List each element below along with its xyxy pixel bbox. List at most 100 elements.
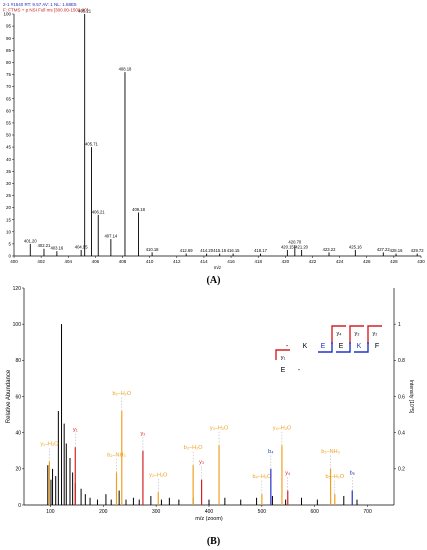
panel-b-annotation-label: y₃ — [199, 460, 204, 466]
panel-b-y-tick-label: 40 — [15, 430, 21, 436]
panel-a-y-tick-label: 50 — [6, 133, 12, 138]
panel-a-x-tick-label: 404 — [65, 259, 73, 264]
panel-a-y-tick-label: 90 — [6, 36, 12, 41]
panel-b-annotation-label: b₅–NH₃ — [321, 449, 340, 455]
panel-a-peak-label: 421.20 — [295, 244, 308, 249]
panel-a-peak-label: 407.14 — [104, 234, 117, 239]
panel-a-peak-label: 416.15 — [227, 248, 240, 253]
panel-a-y-tick-label: 5 — [8, 242, 11, 247]
panel-a-y-tick-label: 10 — [6, 229, 12, 234]
panel-a-peak-label: 429.72 — [411, 248, 424, 253]
y-ion-bracket-label: y₂ — [373, 331, 378, 337]
panel-a-peak-label: 405.21 — [78, 9, 91, 14]
panel-a-peak-label: 418.17 — [254, 248, 267, 253]
y1-bracket — [275, 349, 290, 360]
b-ion-bracket — [354, 342, 369, 353]
panel-a-peak-label: 420.70 — [288, 240, 301, 245]
panel-a-x-tick-label: 428 — [390, 259, 398, 264]
panel-b-x-tick-label: 200 — [99, 509, 108, 515]
panel-b-right-tick-label: 0.8 — [398, 358, 405, 364]
panel-b-annotation-label: y₃–H₂O — [210, 425, 229, 431]
sequence-residue: K — [357, 343, 362, 350]
panel-a-y-tick-label: 70 — [6, 84, 12, 89]
panel-b-right-tick-label: 0.6 — [398, 394, 405, 400]
panel-a-peak-label: 415.16 — [213, 248, 226, 253]
panel-a-y-tick-label: 55 — [6, 121, 12, 126]
panel-b-y-tick-label: 120 — [13, 286, 22, 292]
panel-b-y-axis-label: Relative Abundance — [6, 369, 12, 423]
panel-a-peak-label: 404.95 — [75, 244, 88, 249]
panel-a-peak-label: 423.22 — [323, 247, 336, 252]
panel-b-x-tick-label: 100 — [46, 509, 55, 515]
panel-a-peak-label: 403.16 — [50, 246, 63, 251]
panel-a-x-axis-label: m/z — [214, 265, 222, 270]
panel-a-y-tick-label: 80 — [6, 60, 12, 65]
sequence-residue: K — [303, 343, 308, 350]
panel-a-x-tick-label: 426 — [363, 259, 371, 264]
panel-b-y-tick-label: 80 — [15, 358, 21, 364]
y-ion-bracket-label: y₄ — [337, 331, 343, 337]
panel-b-x-tick-label: 400 — [205, 509, 214, 515]
b-ion-bracket — [336, 342, 351, 353]
panel-a-y-tick-label: 20 — [6, 205, 12, 210]
panel-a-label: (A) — [206, 275, 221, 286]
panel-a-y-tick-label: 75 — [6, 72, 12, 77]
y-ion-bracket — [349, 325, 364, 344]
panel-a-peak-label: 401.20 — [24, 238, 37, 243]
panel-b-annotation-label: y₁ — [73, 427, 78, 433]
sequence-residue: E — [321, 343, 326, 350]
panel-b-annotation-label: y₁–H₂O — [40, 442, 59, 448]
panel-b-annotation-label: b₄–H₂O — [252, 474, 271, 480]
panel-b-y-tick-label: 20 — [15, 467, 21, 473]
panel-b-annotation-label: b₅ — [350, 471, 355, 477]
panel-a-x-tick-label: 422 — [309, 259, 317, 264]
panel-a-x-tick-label: 418 — [254, 259, 262, 264]
panel-b-x-tick-label: 700 — [363, 509, 372, 515]
sequence-residue: F — [375, 343, 379, 350]
y1-bracket-label: y₁ — [281, 355, 286, 361]
panel-a-y-tick-label: 40 — [6, 157, 12, 162]
panel-b-annotation-label: b₅–H₂O — [325, 474, 344, 480]
panel-a-y-tick-label: 65 — [6, 96, 12, 101]
panel-a-x-tick-label: 400 — [10, 259, 18, 264]
y-ion-bracket — [331, 325, 346, 344]
panel-a-x-tick-label: 430 — [417, 259, 425, 264]
panel-b-x-tick-label: 600 — [311, 509, 320, 515]
panel-b-annotation-label: b₃–H₂O — [184, 445, 203, 451]
panel-a-peak-label: 414.20 — [200, 248, 213, 253]
panel-b-annotation-label: y₄ — [285, 471, 291, 477]
panel-a-header-line2: F: FTMS + p NSI Full ms [300.00-1500.00] — [3, 8, 88, 13]
panel-a-x-tick-label: 402 — [37, 259, 45, 264]
panel-b-x-tick-label: 300 — [152, 509, 161, 515]
panel-b-y-tick-label: 60 — [15, 394, 21, 400]
panel-b-y-tick-label: 0 — [18, 503, 21, 509]
panel-a-y-tick-label: 95 — [6, 24, 12, 29]
panel-b-annotation-label: y₄–H₂O — [273, 425, 292, 431]
panel-b-x-axis-label: m/z (zoom) — [195, 516, 223, 522]
panel-a-x-tick-label: 416 — [227, 259, 235, 264]
b-ion-bracket — [318, 342, 333, 353]
panel-a-x-tick-label: 414 — [200, 259, 208, 264]
panel-a-peak-label: 410.18 — [146, 247, 159, 252]
panel-a-x-tick-label: 420 — [282, 259, 290, 264]
y-ion-bracket-label: y₃ — [355, 331, 360, 337]
panel-b-annotation-label: b₂–NH₃ — [107, 452, 125, 458]
panel-a-x-tick-label: 410 — [146, 259, 154, 264]
panel-a-y-tick-label: 85 — [6, 48, 12, 53]
panel-a-x-tick-label: 412 — [173, 259, 181, 264]
panel-a-peak-label: 409.18 — [132, 207, 145, 212]
panel-b-label: (B) — [206, 536, 221, 547]
panel-a-x-tick-label: 424 — [336, 259, 344, 264]
panel-b-right-tick-label: 1 — [398, 322, 401, 328]
panel-a-peak-label: 405.71 — [85, 142, 98, 147]
panel-b-y-tick-label: 100 — [13, 322, 22, 328]
panel-a-y-tick-label: 45 — [6, 145, 12, 150]
panel-a-peak-label: 420.15 — [281, 244, 294, 249]
panel-a-peak-label: 425.16 — [349, 244, 362, 249]
panel-a-peak-label: 412.69 — [180, 248, 193, 253]
panel-a-y-tick-label: 35 — [6, 169, 12, 174]
panel-b-right-tick-label: 0.2 — [398, 467, 405, 473]
panel-a-peak-label: 408.18 — [119, 67, 132, 72]
panel-b-right-axis-label: Intensity [10^5] — [408, 380, 414, 414]
